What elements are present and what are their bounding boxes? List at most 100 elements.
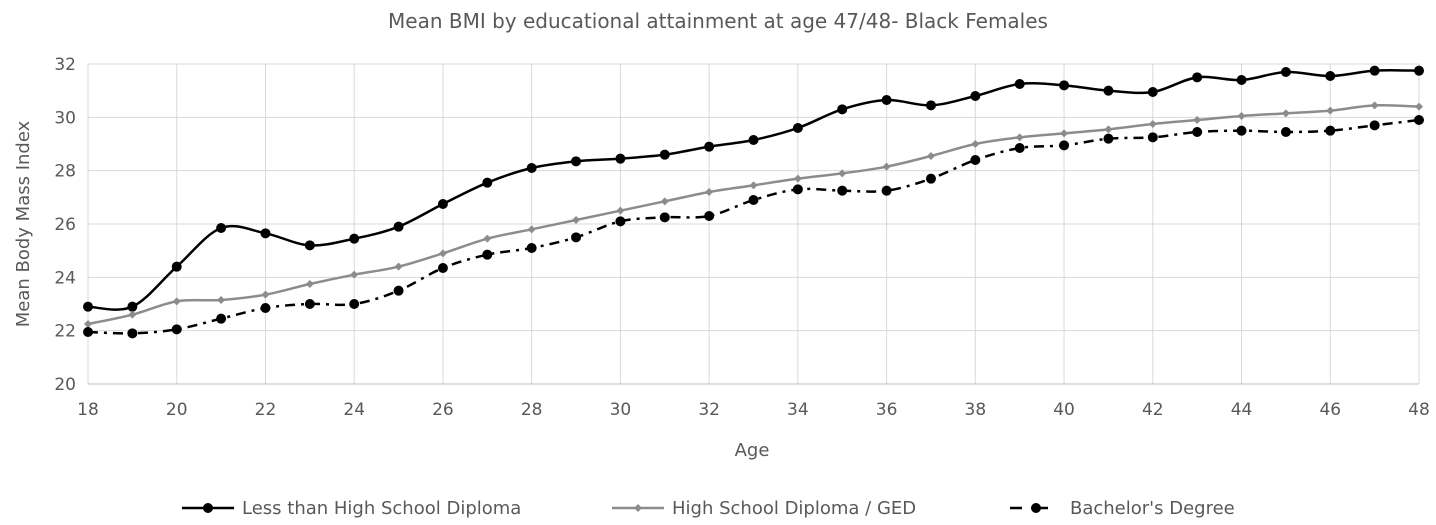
data-point-bachelor-s-degree [1103,133,1114,144]
legend-label: Less than High School Diploma [242,498,521,519]
data-point-high-school-diploma-ged [1281,109,1290,118]
data-point-high-school-diploma-ged [1370,101,1379,110]
x-axis-title: Age [735,440,770,461]
plot-area [83,65,1424,339]
data-point-high-school-diploma-ged [572,216,581,224]
data-point-high-school-diploma-ged [1148,120,1157,128]
x-tick-label: 46 [1319,400,1341,420]
y-tick-label: 32 [54,55,76,75]
data-point-less-than-high-school-diploma [304,240,315,251]
data-point-less-than-high-school-diploma [127,301,138,312]
data-point-high-school-diploma-ged [394,262,403,271]
data-point-high-school-diploma-ged [749,181,758,190]
data-point-high-school-diploma-ged [1415,102,1423,111]
y-tick-label: 26 [54,215,76,235]
data-point-bachelor-s-degree [482,249,493,260]
data-point-bachelor-s-degree [1236,125,1247,136]
data-point-high-school-diploma-ged [438,249,447,258]
data-point-less-than-high-school-diploma [260,228,271,239]
data-point-bachelor-s-degree [83,327,93,337]
data-point-high-school-diploma-ged [84,320,92,328]
data-point-less-than-high-school-diploma [1369,65,1380,76]
data-point-bachelor-s-degree [1325,125,1336,136]
data-point-less-than-high-school-diploma [1325,71,1336,81]
data-point-less-than-high-school-diploma [1103,85,1114,96]
legend-marker [203,503,213,513]
legend-label: High School Diploma / GED [672,498,916,519]
data-point-less-than-high-school-diploma [349,233,360,244]
data-point-bachelor-s-degree [1192,127,1203,137]
data-point-less-than-high-school-diploma [792,123,803,133]
legend-label: Bachelor's Degree [1070,498,1235,519]
data-point-high-school-diploma-ged [705,188,714,196]
data-point-bachelor-s-degree [127,328,138,339]
y-tick-label: 28 [54,162,76,182]
data-point-less-than-high-school-diploma [216,223,227,233]
y-tick-label: 22 [54,322,76,342]
series-bachelor-s-degree [83,115,1424,339]
data-point-bachelor-s-degree [659,212,670,223]
data-point-bachelor-s-degree [1414,115,1424,125]
data-point-bachelor-s-degree [571,232,582,243]
data-point-high-school-diploma-ged [1060,129,1069,138]
x-tick-label: 30 [610,400,632,420]
data-point-less-than-high-school-diploma [659,149,670,160]
data-point-less-than-high-school-diploma [704,141,715,152]
legend-item-bachelor-s-degree: Bachelor's Degree [1010,498,1235,519]
data-point-high-school-diploma-ged [660,197,669,206]
data-point-less-than-high-school-diploma [837,104,848,115]
data-point-high-school-diploma-ged [926,152,935,160]
x-tick-label: 36 [876,400,898,420]
data-point-bachelor-s-degree [1059,140,1070,151]
legend-marker [1031,503,1041,513]
data-point-bachelor-s-degree [970,155,981,165]
data-point-bachelor-s-degree [171,324,182,335]
data-point-bachelor-s-degree [1369,120,1380,131]
x-tick-label: 32 [698,400,720,420]
data-point-high-school-diploma-ged [838,169,847,178]
data-point-high-school-diploma-ged [616,206,625,215]
x-tick-label: 24 [343,400,365,420]
data-point-bachelor-s-degree [349,299,360,309]
data-point-high-school-diploma-ged [882,162,891,171]
data-point-bachelor-s-degree [1280,127,1291,137]
data-point-less-than-high-school-diploma [925,100,936,111]
data-point-high-school-diploma-ged [261,290,270,299]
data-point-less-than-high-school-diploma [1147,87,1158,97]
data-point-less-than-high-school-diploma [526,163,537,173]
chart-title: Mean BMI by educational attainment at ag… [388,9,1048,33]
data-point-less-than-high-school-diploma [615,153,626,164]
data-point-less-than-high-school-diploma [83,301,93,312]
x-tick-label: 26 [432,400,454,420]
data-point-bachelor-s-degree [881,185,892,196]
data-point-bachelor-s-degree [260,303,271,313]
x-tick-label: 42 [1142,400,1164,420]
legend-item-high-school-diploma-ged: High School Diploma / GED [612,498,916,519]
data-point-less-than-high-school-diploma [437,199,448,209]
data-point-high-school-diploma-ged [1237,112,1246,120]
x-tick-label: 34 [787,400,809,420]
data-point-high-school-diploma-ged [1326,106,1335,115]
data-point-bachelor-s-degree [526,243,537,253]
y-tick-label: 20 [54,375,76,395]
data-point-bachelor-s-degree [748,195,759,205]
data-point-less-than-high-school-diploma [881,95,892,105]
x-tick-label: 38 [965,400,987,420]
series-high-school-diploma-ged [84,101,1423,328]
legend-item-less-than-high-school-diploma: Less than High School Diploma [182,498,521,519]
data-point-high-school-diploma-ged [1104,125,1113,134]
data-point-less-than-high-school-diploma [1192,72,1203,83]
x-tick-label: 22 [255,400,277,420]
data-point-high-school-diploma-ged [128,310,137,319]
data-point-high-school-diploma-ged [172,297,181,306]
x-tick-label: 18 [77,400,99,420]
data-point-bachelor-s-degree [837,185,848,196]
data-point-less-than-high-school-diploma [482,177,493,188]
data-point-less-than-high-school-diploma [393,221,404,232]
data-point-less-than-high-school-diploma [1236,75,1247,85]
data-point-bachelor-s-degree [216,313,227,324]
legend: Less than High School Diploma High School… [182,498,1235,519]
data-point-less-than-high-school-diploma [571,156,582,167]
